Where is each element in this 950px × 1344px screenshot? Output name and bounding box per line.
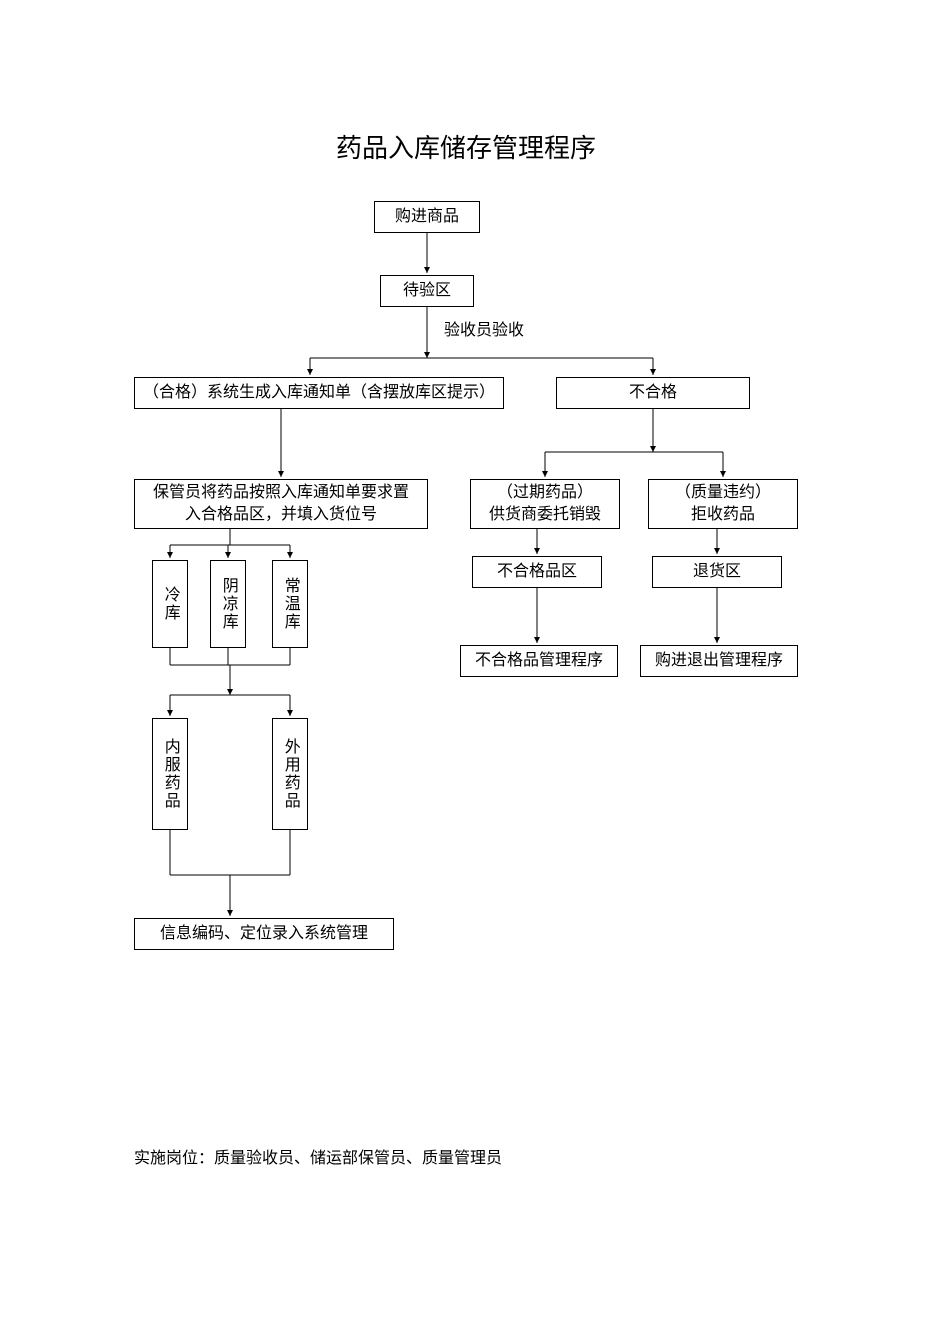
node-cold-storage: 冷库 [152,560,188,648]
node-purchase: 购进商品 [374,201,480,233]
node-label: 内服药品 [159,738,181,810]
node-label: 不合格 [629,382,677,404]
node-system-entry: 信息编码、定位录入系统管理 [134,918,394,950]
node-label: 购进商品 [395,206,459,228]
node-unqualified: 不合格 [556,377,750,409]
page-title: 药品入库储存管理程序 [336,128,596,165]
node-label-line2: 供货商委托销毁 [489,504,601,526]
node-label-line2: 入合格品区，并填入货位号 [185,504,377,526]
node-room-temp-storage: 常温库 [272,560,308,648]
node-label: 外用药品 [279,738,301,810]
node-label: 不合格品区 [497,561,577,583]
node-label: 常温库 [279,577,301,631]
node-label-line1: （过期药品） [497,482,593,504]
node-label: 冷库 [159,586,181,622]
node-pending-area: 待验区 [380,275,474,307]
node-label: 待验区 [403,280,451,302]
edge-label-inspection: 验收员验收 [444,316,524,340]
node-quality-breach: （质量违约） 拒收药品 [648,479,798,529]
node-unqualified-proc: 不合格品管理程序 [460,645,618,677]
node-label: （合格）系统生成入库通知单（含摆放库区提示） [143,382,495,404]
node-return-proc: 购进退出管理程序 [640,645,798,677]
node-keeper-place: 保管员将药品按照入库通知单要求置 入合格品区，并填入货位号 [134,479,428,529]
node-label: 退货区 [693,561,741,583]
node-label: 阴凉库 [217,577,239,631]
node-label: 不合格品管理程序 [475,650,603,672]
node-return-area: 退货区 [652,556,782,588]
node-unqualified-area: 不合格品区 [472,556,602,588]
footer-text: 实施岗位：质量验收员、储运部保管员、质量管理员 [134,1144,502,1168]
node-label: 信息编码、定位录入系统管理 [160,923,368,945]
node-label-line1: 保管员将药品按照入库通知单要求置 [153,482,409,504]
node-label: 购进退出管理程序 [655,650,783,672]
node-oral-drugs: 内服药品 [152,718,188,830]
node-qualified-notice: （合格）系统生成入库通知单（含摆放库区提示） [134,377,504,409]
node-external-drugs: 外用药品 [272,718,308,830]
page: 药品入库储存管理程序 购进商品 待验区 （合格）系统生成入库通知单（含摆放库区提… [0,0,950,1344]
node-expired: （过期药品） 供货商委托销毁 [470,479,620,529]
node-label-line1: （质量违约） [675,482,771,504]
node-label-line2: 拒收药品 [691,504,755,526]
node-cool-storage: 阴凉库 [210,560,246,648]
